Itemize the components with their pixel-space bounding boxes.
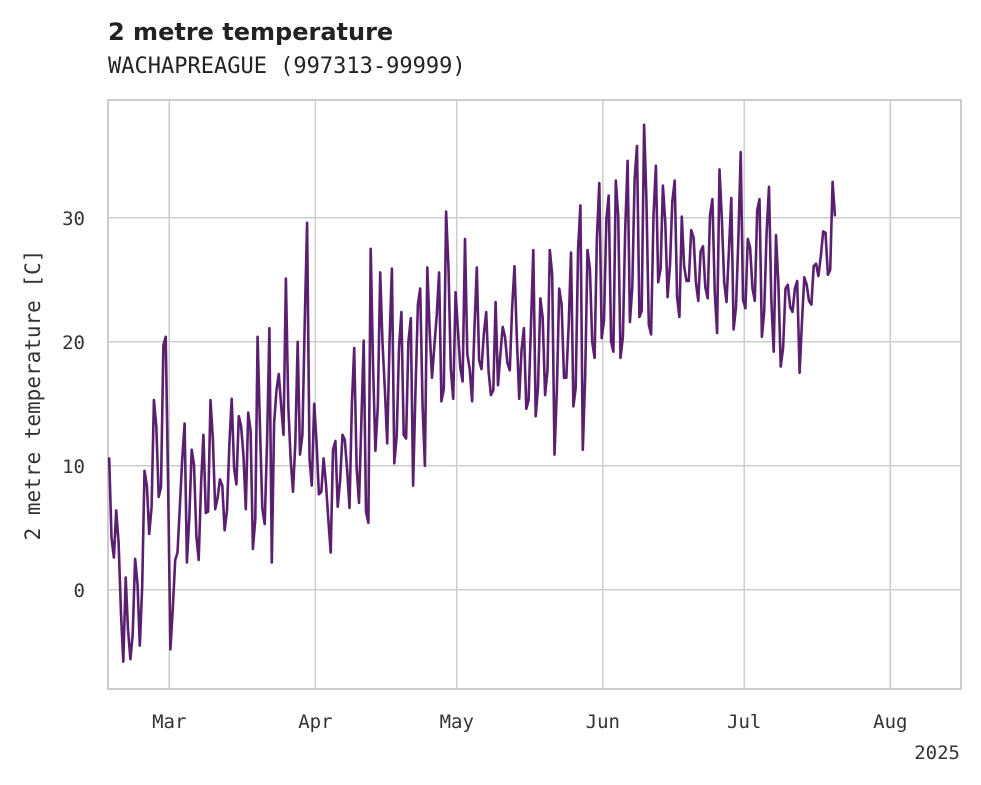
chart-title: 2 metre temperature [108, 18, 393, 46]
chart-subtitle: WACHAPREAGUE (997313-99999) [108, 54, 466, 79]
x-tick-label: May [440, 711, 474, 733]
year-label: 2025 [914, 742, 960, 764]
x-tick-label: Mar [152, 711, 186, 733]
x-tick-labels: Mar Apr May Jun Jul Aug [152, 711, 907, 733]
x-tick-label: Aug [873, 711, 907, 733]
y-tick-label: 30 [62, 208, 85, 230]
y-tick-label: 20 [62, 332, 85, 354]
plot-frame [107, 99, 962, 690]
y-tick-label: 10 [62, 456, 85, 478]
y-tick-labels: 0 10 20 30 [62, 208, 85, 602]
y-axis-label: 2 metre temperature [C] [21, 250, 45, 541]
temperature-series-line [107, 123, 837, 663]
x-tick-label: Apr [298, 711, 332, 733]
x-tick-label: Jul [727, 711, 761, 733]
y-tick-label: 0 [74, 580, 85, 602]
x-tick-label: Jun [586, 711, 620, 733]
